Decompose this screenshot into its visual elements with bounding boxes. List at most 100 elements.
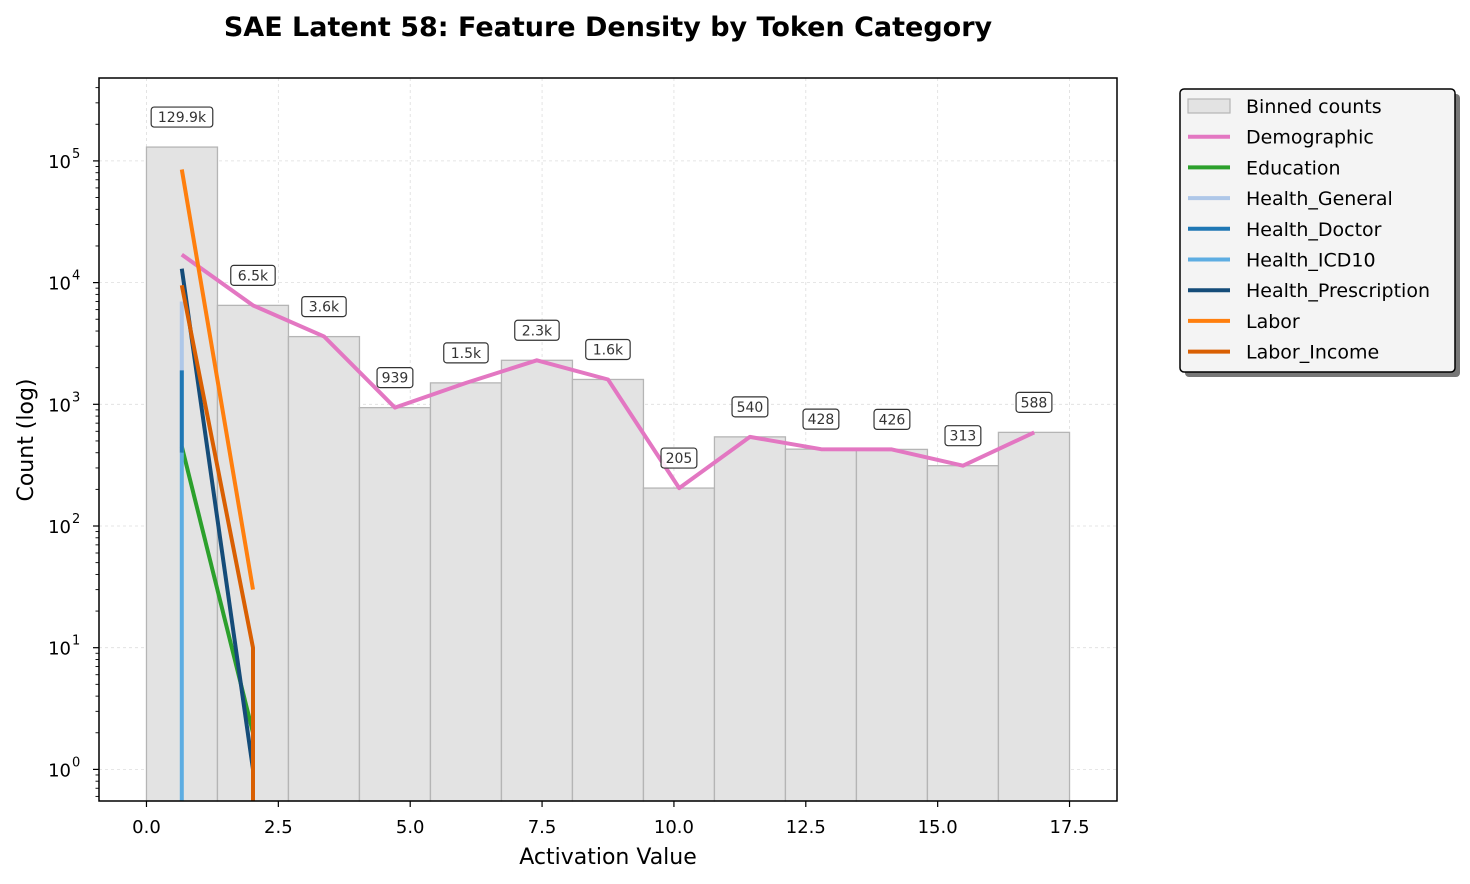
bar-value-label: 426	[873, 408, 911, 431]
histogram-bar	[713, 436, 787, 802]
bar-label-box	[376, 367, 414, 389]
x-axis-ticks: 0.0 2.5 5.0 7.5 10.0 12.5 15.0 17.5	[132, 801, 1090, 838]
y-tick-label: 10	[48, 274, 71, 295]
bar-label-text: 540	[737, 400, 764, 416]
legend: Binned counts Demographic Education Health_…	[1179, 88, 1460, 377]
y-tick-exponent: 1	[72, 634, 80, 649]
plot-border	[98, 77, 1118, 802]
legend-label: Health_Doctor	[1246, 219, 1382, 241]
y-tick-exponent: 0	[72, 755, 80, 770]
y-axis-label: Count (log)	[14, 378, 39, 501]
histogram-bar	[855, 448, 929, 802]
series-line-labor	[179, 169, 255, 590]
histogram-bar	[784, 448, 858, 802]
legend-item: Health_General	[1188, 188, 1393, 210]
histogram-bar	[358, 406, 432, 802]
bar-label-text: 1.5k	[451, 346, 482, 362]
x-tick-label: 0.0	[132, 817, 161, 838]
legend-item: Health_ICD10	[1188, 250, 1376, 272]
histogram-bar	[500, 359, 574, 802]
plot-frame	[98, 77, 1118, 802]
series-lines	[179, 169, 1036, 801]
y-tick-exponent: 2	[72, 512, 80, 527]
histogram-bar	[571, 378, 645, 802]
y-tick-exponent: 3	[72, 390, 80, 405]
bar-label-text: 129.9k	[158, 110, 207, 126]
bar-label-box	[944, 425, 982, 447]
series-line-labor-income	[179, 284, 255, 801]
bar-label-text: 588	[1021, 395, 1048, 411]
x-axis-label: Activation Value	[519, 845, 697, 870]
histogram-bars	[145, 146, 1071, 802]
histogram-bar	[287, 335, 361, 802]
legend-item: Demographic	[1188, 127, 1374, 149]
bar-value-label: 1.6k	[585, 338, 631, 361]
legend-label: Demographic	[1246, 127, 1374, 149]
bar-label-box	[1015, 391, 1053, 413]
bar-value-label: 939	[376, 367, 414, 389]
bar-label-box	[873, 408, 911, 431]
bar-label-text: 313	[950, 429, 977, 445]
bar-label-box	[731, 396, 769, 418]
legend-box	[1179, 88, 1456, 373]
bar-label-box	[514, 319, 560, 341]
histogram-bar	[926, 465, 1000, 802]
bar-label-box	[660, 447, 698, 469]
legend-item: Health_Doctor	[1188, 219, 1382, 241]
x-tick-label: 10.0	[654, 817, 694, 838]
x-tick-label: 7.5	[528, 817, 557, 838]
bar-value-label: 588	[1015, 391, 1053, 413]
bar-label-text: 939	[382, 371, 409, 387]
bar-value-label: 540	[731, 396, 769, 418]
bar-value-label: 6.5k	[230, 264, 276, 286]
legend-swatch	[1187, 98, 1231, 114]
x-tick-label: 5.0	[396, 817, 425, 838]
y-tick-label: 10	[48, 395, 71, 416]
bar-label-box	[301, 296, 347, 318]
legend-item: Education	[1188, 157, 1341, 179]
x-tick-label: 12.5	[786, 817, 826, 838]
legend-item: Labor	[1188, 311, 1300, 333]
bar-value-label: 1.5k	[443, 342, 489, 364]
bar-label-box	[443, 342, 489, 364]
y-tick-exponent: 5	[72, 147, 80, 162]
bar-label-text: 428	[808, 412, 835, 428]
bar-value-label: 3.6k	[301, 296, 347, 318]
bar-label-box	[802, 408, 840, 430]
bar-label-text: 1.6k	[593, 342, 624, 358]
bar-value-labels: 129.9k 6.5k 3.6k 939 1.5k 2.3k 1.6k 205 540 428 42…	[150, 106, 1053, 469]
histogram-bar	[429, 382, 503, 802]
histogram-bar	[997, 431, 1071, 802]
bar-label-text: 426	[879, 412, 906, 428]
legend-item: Binned counts	[1187, 96, 1382, 118]
bar-label-text: 6.5k	[238, 268, 269, 284]
y-tick-exponent: 4	[72, 269, 80, 284]
bar-label-box	[585, 338, 631, 361]
legend-label: Health_General	[1246, 188, 1393, 210]
y-tick-label: 10	[48, 517, 71, 538]
legend-label: Labor_Income	[1246, 342, 1379, 364]
bar-value-label: 129.9k	[150, 106, 214, 128]
legend-item: Health_Prescription	[1188, 280, 1430, 302]
legend-label: Health_ICD10	[1246, 250, 1376, 272]
legend-label: Labor	[1246, 311, 1300, 333]
x-tick-label: 15.0	[918, 817, 958, 838]
bar-label-box	[230, 264, 276, 286]
bar-value-label: 428	[802, 408, 840, 430]
legend-item: Labor_Income	[1188, 342, 1379, 364]
series-line-demographic	[180, 252, 1036, 491]
bar-label-text: 2.3k	[522, 323, 553, 339]
bar-value-label: 205	[660, 447, 698, 469]
y-tick-label: 10	[48, 152, 71, 173]
legend-label: Education	[1246, 157, 1341, 179]
y-tick-label: 10	[48, 639, 71, 660]
legend-label: Health_Prescription	[1246, 280, 1430, 302]
x-tick-label: 2.5	[264, 817, 293, 838]
chart-title: SAE Latent 58: Feature Density by Token …	[224, 12, 993, 43]
y-tick-label: 10	[48, 760, 71, 781]
bar-value-label: 2.3k	[514, 319, 560, 341]
bar-label-text: 3.6k	[309, 300, 340, 316]
bar-label-text: 205	[666, 451, 693, 467]
legend-label: Binned counts	[1246, 96, 1382, 118]
